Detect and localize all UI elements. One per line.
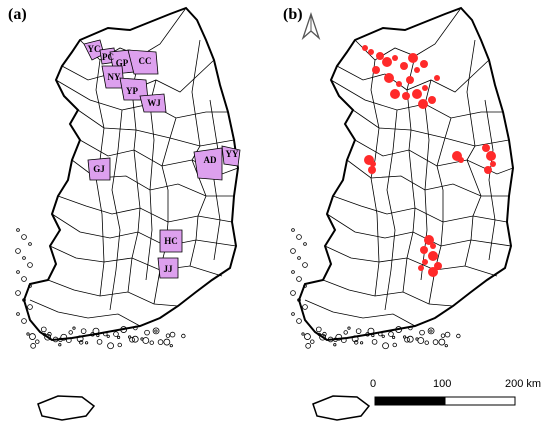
region-label-pc: PC [102, 52, 114, 62]
highlight-patch [428, 96, 436, 104]
highlight-patch [424, 235, 434, 245]
highlight-patch [420, 246, 428, 254]
panel-label-b: (b) [283, 6, 303, 23]
map-panel-b: (b) 0 100 200 km [275, 0, 550, 438]
highlight-patch [430, 243, 436, 249]
highlight-patch [422, 85, 428, 91]
map-panel-a: YC PC GP CC NY YP WJ AD YY GJ HC JJ (a) [8, 6, 241, 421]
highlight-patch [372, 66, 380, 74]
region-label-hc: HC [164, 236, 178, 246]
highlight-patch [482, 144, 490, 152]
highlight-patch [486, 151, 496, 161]
highlight-patch [402, 92, 410, 100]
region-label-gp: GP [116, 58, 129, 68]
panel-label-a: (a) [8, 6, 27, 23]
north-arrow-icon [301, 11, 321, 41]
highlight-patch [384, 73, 394, 83]
highlight-patch [428, 251, 438, 261]
highlight-patch [392, 55, 398, 61]
scale-tick-0: 0 [370, 378, 377, 390]
region-jj [157, 257, 179, 279]
highlight-patch [390, 89, 400, 99]
scale-bar-white-segment [444, 396, 516, 406]
highlight-patch [396, 81, 402, 87]
highlight-patch [400, 62, 408, 70]
korea-map-b [290, 6, 516, 421]
highlight-patch [418, 99, 428, 109]
highlight-patch [428, 267, 438, 277]
highlight-patch [408, 53, 418, 63]
scale-bar-black-segment [374, 396, 446, 406]
highlight-patch [376, 52, 384, 60]
highlight-patch [368, 49, 374, 55]
region-label-gj: GJ [93, 164, 105, 174]
highlight-patch [370, 161, 376, 167]
region-label-yc: YC [88, 44, 101, 54]
region-label-cc: CC [139, 56, 152, 66]
highlight-patch [412, 89, 422, 99]
scale-tick-200: 200 km [505, 378, 542, 390]
region-ad [193, 147, 223, 181]
study-regions [83, 39, 241, 279]
scale-tick-100: 100 [433, 378, 452, 390]
islands [15, 228, 186, 421]
region-label-yy: YY [226, 149, 239, 159]
highlight-patch [382, 57, 392, 67]
region-label-jj: JJ [164, 264, 174, 274]
highlight-patch [434, 75, 440, 81]
islands [290, 228, 461, 421]
region-gj [87, 157, 111, 181]
highlight-patch [368, 166, 376, 174]
scale-bar [374, 396, 516, 406]
highlight-patch [490, 161, 496, 167]
region-wj [139, 93, 167, 113]
region-hc [159, 229, 183, 253]
region-label-yp: YP [126, 86, 138, 96]
region-label-ny: NY [108, 72, 121, 82]
highlight-patch [362, 45, 368, 51]
peninsula-outline [297, 6, 515, 342]
region-yy [221, 145, 241, 167]
highlight-patch [418, 265, 424, 271]
peninsula-outline [22, 6, 240, 342]
highlight-patch [422, 259, 428, 265]
district-boundaries [304, 7, 514, 327]
region-label-wj: WJ [147, 98, 161, 108]
highlight-patch [484, 166, 492, 174]
highlight-patch [458, 157, 464, 163]
highlighted-patches [362, 45, 496, 277]
highlight-patch [406, 76, 414, 84]
highlight-patch [414, 67, 420, 73]
region-cc [127, 49, 159, 75]
region-label-ad: AD [204, 155, 217, 165]
highlight-patch [420, 60, 428, 68]
